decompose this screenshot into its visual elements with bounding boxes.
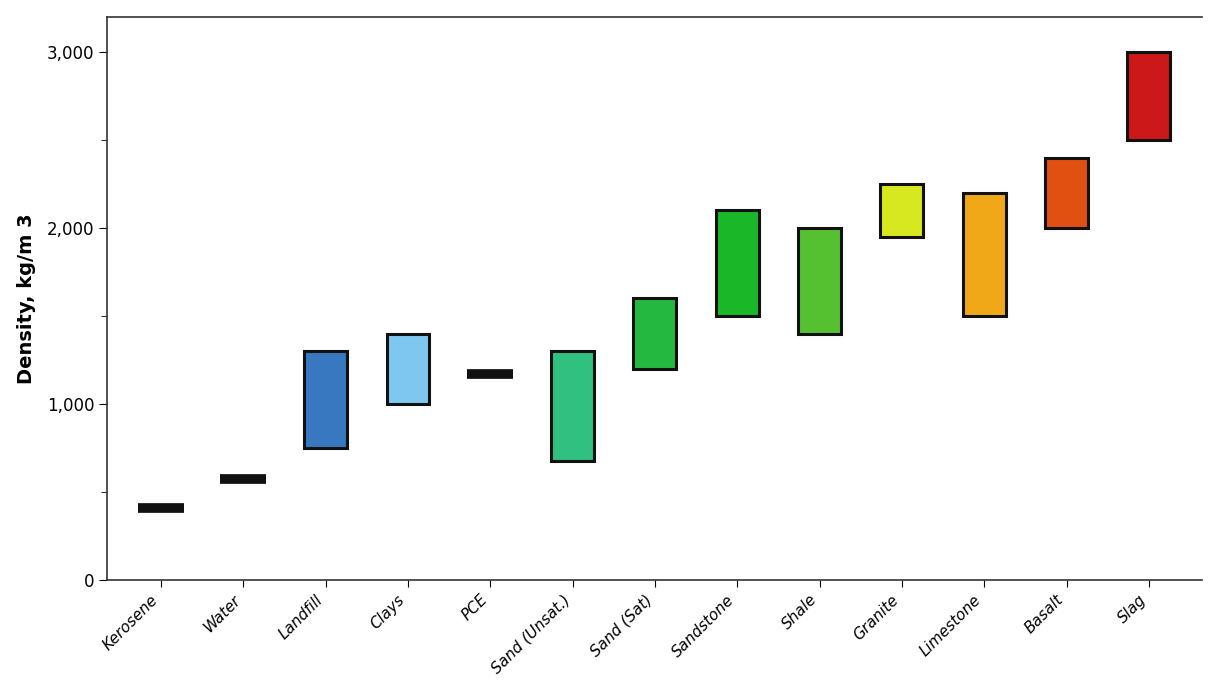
Y-axis label: Density, kg/m 3: Density, kg/m 3 [17,213,35,384]
Bar [880,184,923,237]
Bar [1045,157,1087,228]
Bar [305,351,347,448]
Bar [798,228,841,334]
Bar [551,351,594,461]
Bar [634,299,677,369]
Bar [963,193,1006,316]
Bar [716,211,758,316]
Bar [386,334,429,404]
Bar [1128,52,1170,140]
